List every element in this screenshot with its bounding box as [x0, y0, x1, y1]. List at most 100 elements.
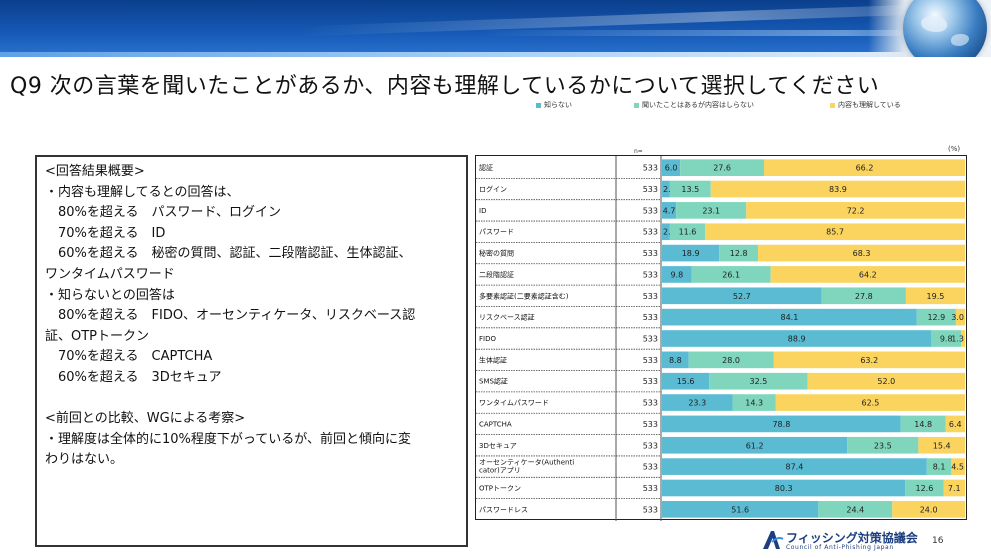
legend-swatch [536, 102, 541, 108]
row-label: ワンタイムパスワード [479, 398, 549, 407]
org-logo: フィッシング対策協議会 Council of Anti-Phishing Jap… [760, 528, 920, 554]
row-n-value: 533 [643, 335, 658, 344]
data-label: 80.3 [775, 484, 793, 493]
row-n-value: 533 [643, 356, 658, 365]
bar-segment [719, 244, 759, 262]
row-n-value: 533 [643, 228, 658, 237]
unit-label: (%) [948, 145, 960, 153]
legend-swatch [634, 102, 639, 108]
bar-segment [662, 202, 677, 219]
summary-line: ・内容も理解してるとの回答は、 [45, 184, 240, 200]
data-label: 63.2 [860, 356, 878, 365]
legend-label: 聞いたことはあるが内容はしらない [642, 101, 754, 109]
bar-segment [818, 500, 893, 518]
summary-line: 70%を超える CAPTCHA [45, 349, 213, 365]
data-label: 66.2 [856, 164, 874, 173]
bar-segment [821, 287, 906, 305]
summary-line: ワンタイムパスワード [45, 266, 175, 282]
summary-line: 70%を超える ID [45, 225, 166, 241]
header-light-streak [480, 30, 991, 36]
legend-label: 知らない [544, 101, 572, 109]
row-label: 秘密の質問 [479, 249, 514, 258]
data-label: 84.1 [781, 313, 799, 322]
row-label: 3Dセキュア [479, 442, 517, 450]
data-label: 4.7 [663, 206, 676, 215]
bar-segment [691, 266, 771, 283]
data-label: 3.0 [951, 313, 964, 322]
n-header-label: n= [634, 148, 643, 155]
data-label: 12.9 [927, 313, 945, 322]
row-n-value: 533 [643, 441, 658, 450]
bar-segment [662, 372, 710, 390]
row-label: 生体認証 [479, 355, 507, 364]
data-label: 12.8 [730, 249, 748, 258]
bar-segment [662, 159, 681, 177]
data-label: 6.4 [949, 420, 962, 429]
bar-segment [710, 180, 965, 198]
legend-item: 聞いたことはあるが内容はしらない [634, 100, 754, 110]
chart-header-labels: n= (%) [634, 145, 960, 155]
row-label: 二段階認証 [479, 270, 514, 279]
data-label: 27.6 [713, 164, 731, 173]
summary-line [45, 389, 458, 410]
bar-segment [669, 180, 711, 198]
data-label: 8.8 [669, 356, 682, 365]
row-n-value: 533 [643, 505, 658, 514]
data-label: 83.9 [829, 185, 847, 194]
data-label: 61.2 [746, 441, 764, 450]
row-label: リスクベース認証 [479, 313, 535, 322]
row-n-value: 533 [643, 484, 658, 493]
bar-segment [905, 287, 965, 305]
bar-segment [905, 479, 944, 497]
data-label: 64.2 [859, 270, 877, 279]
globe-icon [903, 0, 987, 57]
row-label: SMS認証 [479, 377, 508, 386]
data-label: 15.6 [677, 377, 695, 386]
antiphishing-logo-icon [763, 531, 784, 549]
data-label: 23.1 [702, 206, 720, 215]
data-label: 87.4 [786, 463, 804, 472]
bar-segment [662, 287, 822, 305]
bar-segment [764, 159, 965, 177]
summary-box: <回答結果概要> ・内容も理解してるとの回答は、 80%を超える パスワード、ロ… [35, 155, 468, 547]
summary-line: 証、OTPトークン [45, 328, 150, 344]
data-label: 2.6 [663, 228, 676, 237]
bar-segment [758, 244, 965, 262]
header-bottom-line [0, 52, 991, 57]
bar-segment [688, 351, 774, 369]
data-label: 11.6 [679, 228, 697, 237]
bar-segment [847, 436, 919, 454]
bar-segment [662, 479, 906, 497]
summary-line: <前回との比較、WGによる考察> [45, 411, 246, 427]
summary-line: わりはない。 [45, 452, 124, 468]
bar-segment [662, 330, 932, 347]
bar-segment [662, 458, 927, 475]
page-number: 16 [932, 536, 944, 546]
bar-segment [662, 394, 733, 411]
org-name-en: Council of Anti-Phishing Japan [786, 544, 894, 551]
data-label: 4.5 [951, 463, 964, 472]
data-label: 85.7 [826, 228, 844, 237]
row-label: OTPトークン [479, 484, 521, 492]
data-label: 12.6 [915, 484, 933, 493]
summary-line: 80%を超える FIDO、オーセンティケータ、リスクベース認 [45, 308, 416, 324]
row-label: ID [479, 207, 486, 215]
page-title: Q9 次の言葉を聞いたことがあるか、内容も理解しているかについて選択してください [10, 74, 880, 99]
bar-segment [892, 500, 965, 518]
data-label: 62.5 [862, 399, 880, 408]
legend-swatch [830, 102, 835, 108]
data-label: 52.7 [733, 292, 751, 301]
data-label: 9.8 [940, 335, 953, 344]
bar-segment [662, 223, 670, 241]
row-n-value: 533 [643, 463, 658, 472]
data-label: 68.3 [853, 249, 871, 258]
data-label: 24.0 [920, 505, 938, 514]
data-label: 8.1 [933, 463, 946, 472]
bar-segment [943, 479, 965, 497]
stacked-bar-chart: 認証 533 6.0 27.6 66.2 ログイン 533 2.6 13.5 83.9 ID 533 4… [475, 155, 967, 521]
row-label: パスワード [479, 228, 514, 236]
row-n-value: 533 [643, 270, 658, 279]
legend-label: 内容も理解している [838, 101, 901, 109]
legend-item: 知らない [536, 100, 572, 110]
data-label: 18.9 [682, 249, 700, 258]
